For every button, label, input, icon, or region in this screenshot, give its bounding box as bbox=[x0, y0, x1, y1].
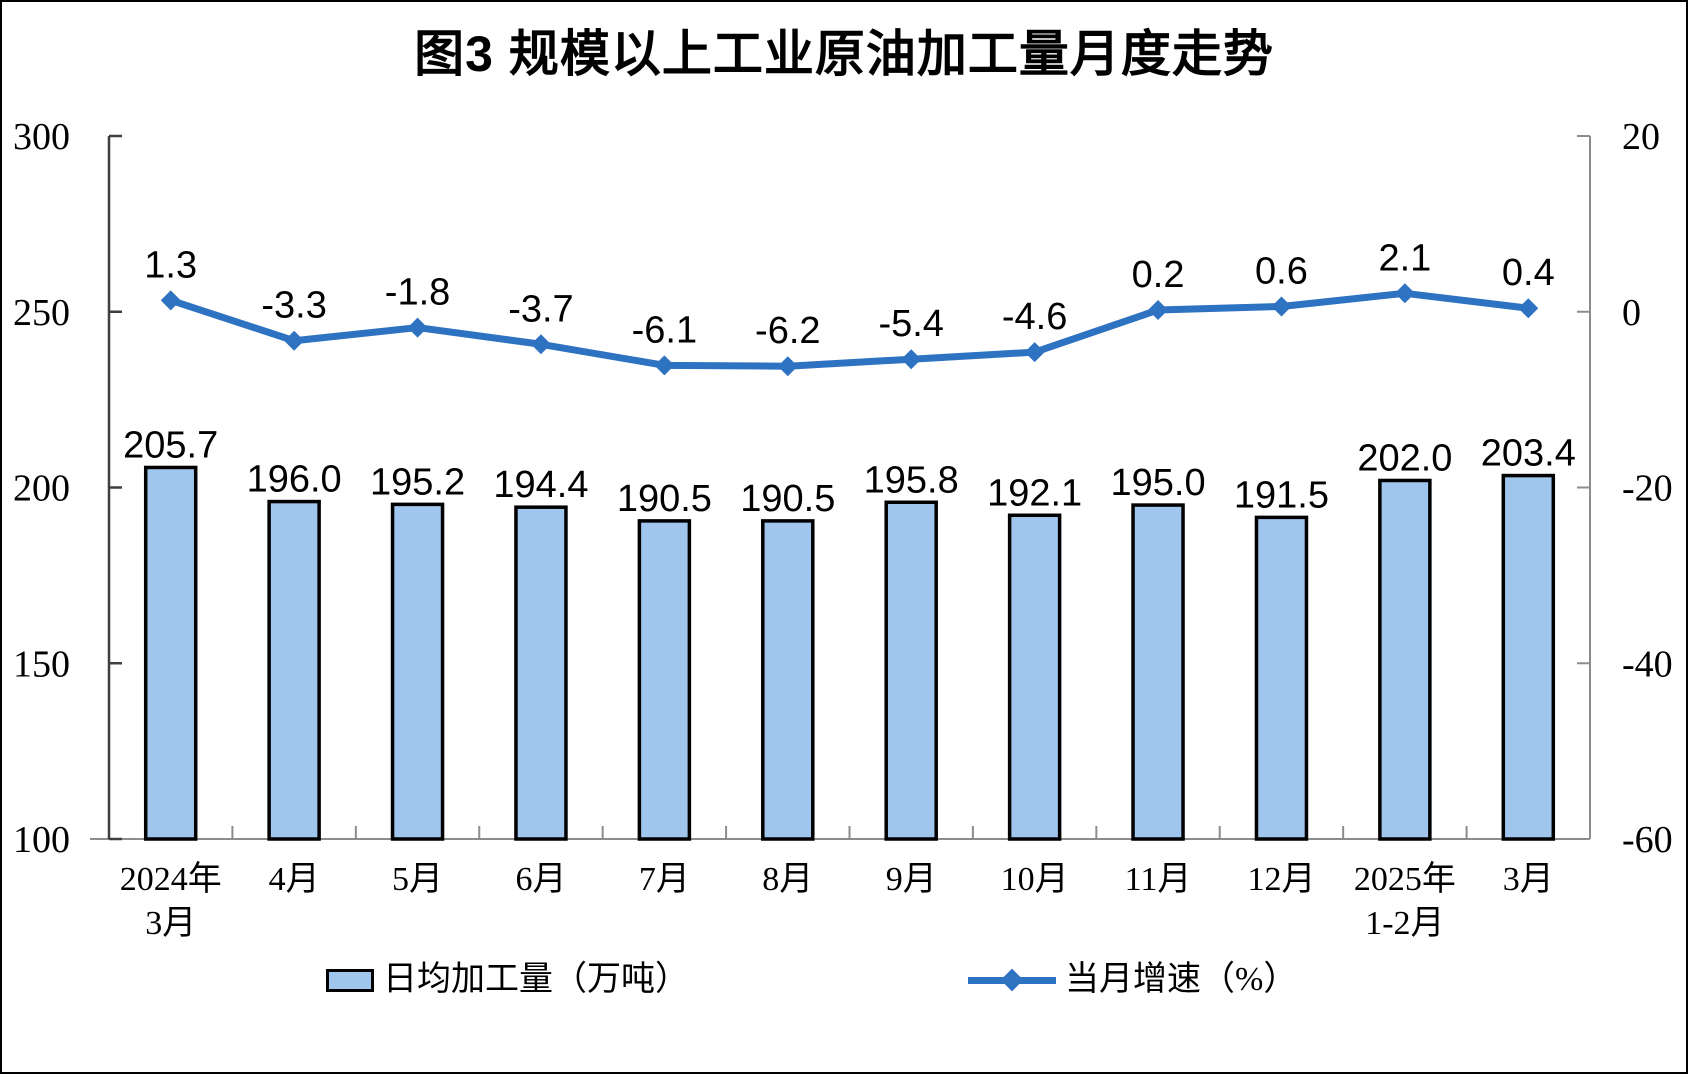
bar-value-label: 190.5 bbox=[740, 478, 835, 520]
line-marker bbox=[284, 330, 305, 351]
line-value-label: -1.8 bbox=[385, 272, 450, 314]
left-axis-tick-label: 300 bbox=[13, 116, 70, 158]
bar-value-label: 191.5 bbox=[1234, 474, 1329, 516]
line-value-label: -6.1 bbox=[632, 309, 697, 351]
legend-item-line: 当月增速（%） bbox=[968, 960, 1297, 1000]
category-label: 12月 bbox=[1247, 861, 1315, 898]
category-label: 2025年 bbox=[1354, 860, 1456, 898]
bar bbox=[390, 502, 445, 841]
category-label: 3月 bbox=[145, 905, 196, 942]
left-axis-tick-label: 200 bbox=[13, 468, 70, 510]
bar-legend-swatch bbox=[326, 968, 374, 992]
diamond-marker-icon bbox=[1000, 968, 1024, 992]
line-value-label: 2.1 bbox=[1378, 237, 1431, 279]
category-label: 11月 bbox=[1125, 861, 1192, 898]
bar-value-label: 196.0 bbox=[247, 459, 342, 501]
line-marker bbox=[1024, 342, 1045, 363]
line-marker bbox=[901, 349, 922, 370]
right-axis-tick-label: 20 bbox=[1622, 116, 1660, 158]
line-value-label: -6.2 bbox=[755, 310, 820, 352]
line-marker bbox=[1271, 296, 1292, 317]
line-marker bbox=[777, 356, 798, 377]
bar bbox=[1131, 503, 1185, 841]
line-marker bbox=[160, 290, 181, 311]
line-value-label: -5.4 bbox=[878, 303, 943, 345]
left-axis-tick-label: 250 bbox=[13, 292, 70, 334]
line-marker bbox=[1394, 283, 1415, 304]
bar-value-label: 202.0 bbox=[1357, 437, 1452, 479]
legend-item-bar: 日均加工量（万吨） bbox=[326, 960, 689, 1000]
left-axis-tick-label: 100 bbox=[13, 819, 70, 861]
line-value-label: -4.6 bbox=[1002, 296, 1067, 338]
category-label: 8月 bbox=[762, 861, 813, 898]
chart-title: 图3 规模以上工业原油加工量月度走势 bbox=[414, 26, 1274, 82]
category-label: 1-2月 bbox=[1365, 905, 1444, 942]
left-axis-tick-label: 150 bbox=[13, 643, 70, 685]
line-marker bbox=[1148, 299, 1169, 320]
bar bbox=[514, 505, 568, 841]
bar-value-label: 195.8 bbox=[864, 459, 959, 501]
bar bbox=[143, 465, 198, 841]
line-value-label: 0.4 bbox=[1502, 252, 1555, 294]
line-marker bbox=[1518, 298, 1539, 319]
bar-value-label: 195.2 bbox=[370, 461, 465, 503]
line-legend-label: 当月增速（%） bbox=[1065, 961, 1298, 998]
category-label: 6月 bbox=[515, 861, 566, 898]
line-value-label: 0.6 bbox=[1255, 250, 1308, 292]
category-label: 5月 bbox=[392, 861, 443, 898]
bar bbox=[1007, 513, 1062, 841]
line-marker bbox=[654, 355, 675, 376]
growth-line bbox=[167, 289, 1532, 370]
bar bbox=[884, 500, 938, 841]
bar-value-label: 195.0 bbox=[1110, 462, 1205, 504]
right-axis-tick-label: 0 bbox=[1622, 292, 1641, 334]
category-label: 3月 bbox=[1503, 861, 1554, 898]
right-axis-tick-label: -20 bbox=[1622, 468, 1673, 510]
bar-value-label: 194.4 bbox=[493, 464, 588, 506]
right-axis-tick-label: -60 bbox=[1622, 819, 1673, 861]
category-label: 7月 bbox=[639, 861, 690, 898]
bar-legend-label: 日均加工量（万吨） bbox=[383, 961, 689, 998]
bar bbox=[1501, 473, 1556, 841]
bar-value-label: 190.5 bbox=[617, 478, 712, 520]
line-marker bbox=[407, 317, 428, 338]
category-label: 4月 bbox=[269, 861, 320, 898]
line-marker bbox=[530, 334, 551, 355]
bar bbox=[761, 519, 815, 841]
bar bbox=[1254, 515, 1309, 841]
line-value-label: -3.7 bbox=[508, 288, 573, 330]
line-value-label: 1.3 bbox=[144, 244, 197, 286]
line-value-label: 0.2 bbox=[1132, 254, 1185, 296]
bar-value-label: 192.1 bbox=[987, 472, 1082, 514]
line-value-label: -3.3 bbox=[261, 285, 326, 327]
bar bbox=[1378, 478, 1432, 841]
bar bbox=[637, 519, 692, 841]
bar-value-label: 203.4 bbox=[1481, 433, 1576, 475]
bar-value-label: 205.7 bbox=[123, 424, 218, 466]
category-label: 2024年 bbox=[120, 860, 222, 898]
category-label: 10月 bbox=[1001, 861, 1069, 898]
bar bbox=[267, 499, 321, 841]
line-legend-swatch bbox=[968, 968, 1056, 992]
category-label: 9月 bbox=[886, 861, 937, 898]
right-axis-tick-label: -40 bbox=[1622, 643, 1673, 685]
